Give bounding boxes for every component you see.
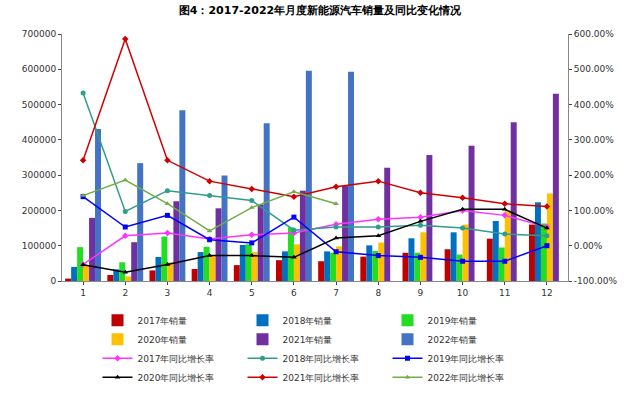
svg-text:1: 1: [80, 288, 86, 298]
svg-text:3: 3: [165, 288, 171, 298]
svg-text:400000: 400000: [22, 135, 57, 145]
svg-text:200000: 200000: [22, 206, 57, 216]
svg-text:7: 7: [333, 288, 339, 298]
svg-text:2022年同比增长率: 2022年同比增长率: [428, 373, 505, 383]
svg-text:5: 5: [249, 288, 255, 298]
svg-text:10: 10: [457, 288, 469, 298]
svg-text:-100.00%: -100.00%: [574, 276, 618, 286]
svg-text:600.00%: 600.00%: [574, 29, 614, 39]
svg-text:0.00%: 0.00%: [574, 241, 603, 251]
svg-text:2019年同比增长率: 2019年同比增长率: [428, 354, 505, 364]
svg-text:2017年销量: 2017年销量: [138, 316, 188, 326]
svg-text:11: 11: [499, 288, 510, 298]
svg-text:8: 8: [375, 288, 381, 298]
svg-text:0: 0: [50, 276, 56, 286]
svg-text:2019年销量: 2019年销量: [428, 316, 478, 326]
svg-text:200.00%: 200.00%: [574, 170, 614, 180]
svg-text:2021年销量: 2021年销量: [283, 335, 333, 345]
svg-text:2018年同比增长率: 2018年同比增长率: [283, 354, 360, 364]
svg-text:300.00%: 300.00%: [574, 135, 614, 145]
svg-text:6: 6: [291, 288, 297, 298]
svg-text:500000: 500000: [22, 100, 57, 110]
svg-text:9: 9: [418, 288, 424, 298]
svg-text:100000: 100000: [22, 241, 57, 251]
svg-text:400.00%: 400.00%: [574, 100, 614, 110]
svg-text:2022年销量: 2022年销量: [428, 335, 478, 345]
svg-text:2018年销量: 2018年销量: [283, 316, 333, 326]
svg-text:12: 12: [541, 288, 552, 298]
svg-text:2: 2: [122, 288, 128, 298]
svg-text:700000: 700000: [22, 29, 57, 39]
svg-text:2021年同比增长率: 2021年同比增长率: [283, 373, 360, 383]
svg-text:图4：2017-2022年月度新能源汽车销量及同比变化情况: 图4：2017-2022年月度新能源汽车销量及同比变化情况: [179, 4, 462, 17]
svg-text:600000: 600000: [22, 64, 57, 74]
svg-text:2020年销量: 2020年销量: [138, 335, 188, 345]
svg-text:500.00%: 500.00%: [574, 64, 614, 74]
svg-text:300000: 300000: [22, 170, 57, 180]
svg-text:2020年同比增长率: 2020年同比增长率: [138, 373, 215, 383]
svg-text:4: 4: [207, 288, 213, 298]
svg-text:100.00%: 100.00%: [574, 206, 614, 216]
svg-text:2017年同比增长率: 2017年同比增长率: [138, 354, 215, 364]
